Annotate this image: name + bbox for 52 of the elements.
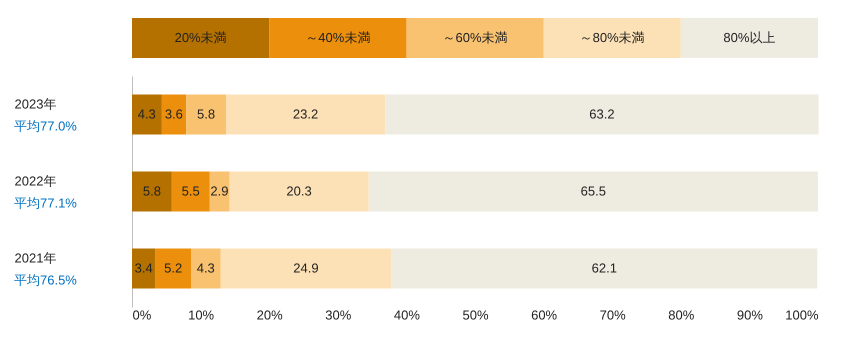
data-label: 62.1 (592, 260, 617, 276)
y-tick-label: 2023年 (14, 96, 56, 112)
x-tick-label: 50% (462, 308, 489, 322)
data-label: 5.8 (197, 106, 216, 122)
x-tick-label: 60% (531, 308, 558, 322)
x-tick-label: 100% (785, 308, 819, 322)
x-tick-label: 10% (188, 308, 215, 322)
x-tick-label: 30% (325, 308, 352, 322)
data-label: 2.9 (210, 184, 229, 198)
bar (132, 172, 172, 212)
y-tick-label: 2022年 (14, 174, 56, 188)
text: 平均77.0% (14, 118, 78, 134)
text: ～60%未満 (442, 30, 508, 45)
data-label: 24.9 (293, 260, 319, 276)
x-tick-label: 90% (736, 308, 764, 322)
x-tick-label: 0% (132, 308, 152, 322)
data-label: 5.5 (182, 184, 200, 198)
data-label: 3.6 (164, 106, 183, 122)
text: 平均76.5% (14, 272, 78, 288)
data-label: 20.3 (286, 184, 312, 198)
bar (190, 248, 220, 288)
data-label: 5.8 (142, 184, 161, 198)
text: 平均77.1% (14, 196, 78, 210)
data-label: 23.2 (292, 106, 318, 122)
data-label: 4.3 (196, 260, 215, 276)
x-tick-label: 70% (600, 308, 626, 322)
text: ～40%未満 (305, 30, 370, 45)
bar (132, 248, 156, 288)
bar (162, 94, 186, 134)
text: 80%以上 (723, 30, 776, 45)
data-label: 5.2 (164, 260, 182, 276)
bar (226, 94, 386, 134)
text: ～80%未満 (580, 30, 645, 45)
x-tick-label: 40% (394, 308, 420, 322)
x-tick-label: 20% (256, 308, 284, 322)
data-label: 63.2 (589, 106, 615, 122)
bar (172, 172, 210, 212)
bar (210, 172, 230, 212)
bar (220, 248, 392, 288)
bar (132, 94, 162, 134)
data-label: 4.3 (138, 106, 156, 122)
x-tick-label: 80% (668, 308, 695, 322)
bar (368, 172, 818, 212)
text: 20%未満 (174, 30, 227, 45)
bar (155, 248, 191, 288)
data-label: 65.5 (580, 184, 606, 198)
bar (391, 248, 818, 288)
data-label: 3.4 (134, 260, 153, 276)
bar (229, 172, 369, 212)
y-tick-label: 2021年 (14, 250, 56, 266)
bar (186, 94, 226, 134)
bar (385, 94, 819, 134)
